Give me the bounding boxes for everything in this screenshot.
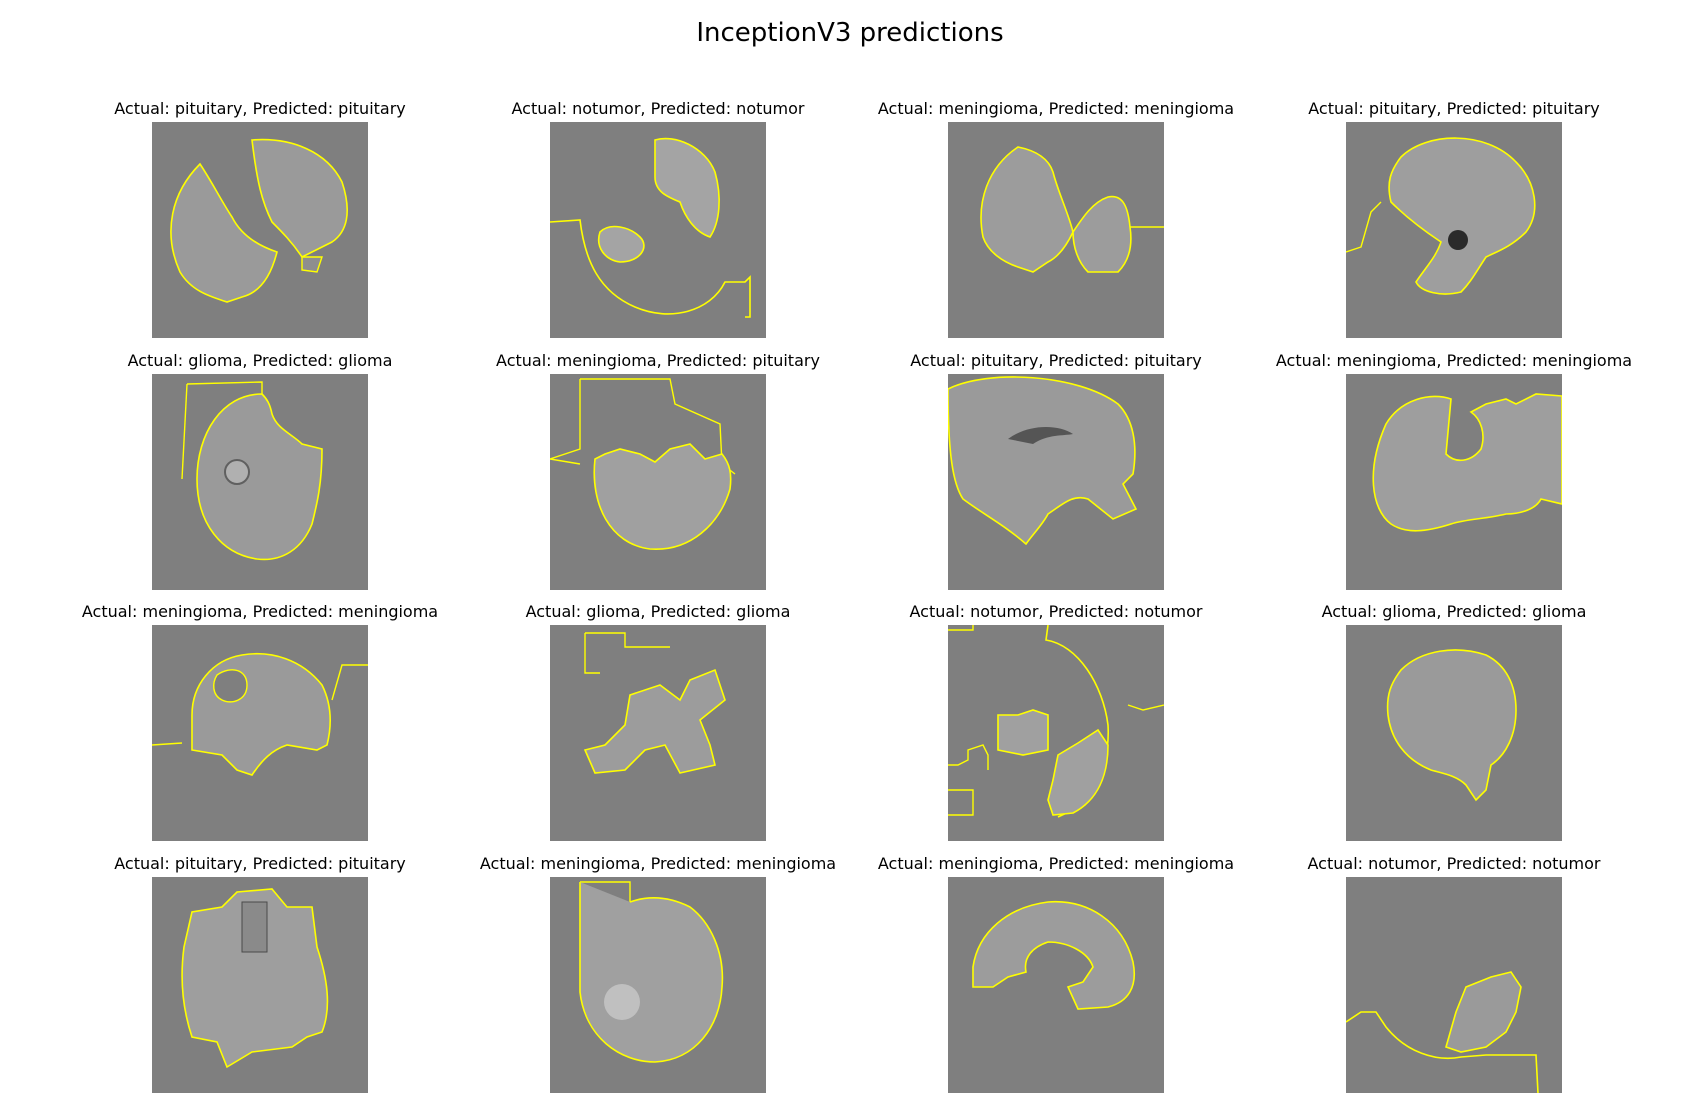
brain-region bbox=[972, 900, 1135, 1010]
panel-16: Actual: notumor, Predicted: notumor bbox=[1254, 855, 1654, 1095]
panel-caption: Actual: meningioma, Predicted: meningiom… bbox=[479, 854, 837, 873]
mri-image bbox=[152, 877, 368, 1093]
orbit-structure bbox=[241, 901, 268, 953]
tumor bbox=[604, 984, 640, 1020]
panel-caption: Actual: meningioma, Predicted: meningiom… bbox=[81, 602, 439, 621]
outline-box bbox=[186, 381, 263, 394]
panel-caption: Actual: meningioma, Predicted: meningiom… bbox=[877, 854, 1235, 873]
outline-arc bbox=[550, 219, 751, 318]
outline-box bbox=[152, 664, 368, 746]
brain-region bbox=[181, 888, 329, 1069]
mri-image bbox=[152, 122, 368, 338]
outline-edge bbox=[1346, 1011, 1539, 1093]
mri-image bbox=[1346, 374, 1562, 590]
panel-caption: Actual: meningioma, Predicted: meningiom… bbox=[877, 99, 1235, 118]
brain-region bbox=[997, 709, 1049, 756]
panel-caption: Actual: notumor, Predicted: notumor bbox=[1307, 854, 1601, 873]
panel-13: Actual: pituitary, Predicted: pituitary bbox=[60, 855, 460, 1095]
panel-10: Actual: glioma, Predicted: glioma bbox=[458, 603, 858, 843]
panel-caption: Actual: pituitary, Predicted: pituitary bbox=[114, 854, 406, 873]
brain-region bbox=[948, 376, 1138, 546]
mri-image bbox=[152, 374, 368, 590]
panel-caption: Actual: glioma, Predicted: glioma bbox=[525, 602, 791, 621]
panel-caption: Actual: meningioma, Predicted: pituitary bbox=[496, 351, 820, 370]
panel-caption: Actual: meningioma, Predicted: meningiom… bbox=[1275, 351, 1633, 370]
outline-box bbox=[181, 383, 188, 480]
mri-image bbox=[948, 374, 1164, 590]
mri-image bbox=[550, 877, 766, 1093]
ventricle bbox=[1448, 230, 1468, 250]
panel-3: Actual: meningioma, Predicted: meningiom… bbox=[856, 100, 1256, 340]
mri-image bbox=[152, 625, 368, 841]
panel-15: Actual: meningioma, Predicted: meningiom… bbox=[856, 855, 1256, 1095]
outline-box bbox=[948, 625, 989, 816]
brain-region bbox=[598, 225, 645, 263]
panel-caption: Actual: glioma, Predicted: glioma bbox=[1321, 602, 1587, 621]
figure-title: InceptionV3 predictions bbox=[696, 18, 1004, 48]
mri-image bbox=[1346, 122, 1562, 338]
brain-region bbox=[593, 443, 732, 550]
mri-image bbox=[1346, 625, 1562, 841]
brain-region bbox=[251, 138, 348, 259]
brain-region bbox=[1386, 649, 1517, 802]
lesion bbox=[224, 459, 250, 485]
brain-region bbox=[583, 668, 726, 774]
brain-region bbox=[1072, 195, 1132, 273]
panel-caption: Actual: glioma, Predicted: glioma bbox=[127, 351, 393, 370]
outline-edge bbox=[1127, 704, 1164, 711]
panel-5: Actual: glioma, Predicted: glioma bbox=[60, 352, 460, 592]
brain-region bbox=[579, 882, 724, 1063]
brain-region bbox=[301, 256, 323, 273]
panel-2: Actual: notumor, Predicted: notumor bbox=[458, 100, 858, 340]
brain-region bbox=[1445, 971, 1522, 1053]
brain-region bbox=[196, 393, 323, 561]
outline-edge bbox=[1346, 201, 1382, 253]
mri-image bbox=[1346, 877, 1562, 1093]
mri-image bbox=[550, 122, 766, 338]
brain-region bbox=[1047, 728, 1109, 816]
panel-4: Actual: pituitary, Predicted: pituitary bbox=[1254, 100, 1654, 340]
panel-8: Actual: meningioma, Predicted: meningiom… bbox=[1254, 352, 1654, 592]
panel-caption: Actual: notumor, Predicted: notumor bbox=[909, 602, 1203, 621]
brain-region bbox=[654, 137, 720, 238]
mri-image bbox=[948, 877, 1164, 1093]
panel-9: Actual: meningioma, Predicted: meningiom… bbox=[60, 603, 460, 843]
panel-caption: Actual: pituitary, Predicted: pituitary bbox=[114, 99, 406, 118]
panel-6: Actual: meningioma, Predicted: pituitary bbox=[458, 352, 858, 592]
outline-box bbox=[580, 881, 631, 902]
corpus-callosum bbox=[1008, 427, 1073, 444]
mri-image bbox=[948, 625, 1164, 841]
panel-caption: Actual: notumor, Predicted: notumor bbox=[511, 99, 805, 118]
outline-box bbox=[584, 632, 670, 674]
panel-12: Actual: glioma, Predicted: glioma bbox=[1254, 603, 1654, 843]
brain-region bbox=[980, 146, 1074, 273]
mri-image bbox=[550, 625, 766, 841]
brain-region bbox=[191, 653, 332, 776]
mri-image bbox=[550, 374, 766, 590]
panel-11: Actual: notumor, Predicted: notumor bbox=[856, 603, 1256, 843]
panel-caption: Actual: pituitary, Predicted: pituitary bbox=[910, 351, 1202, 370]
brain-region bbox=[1388, 137, 1536, 295]
panel-caption: Actual: pituitary, Predicted: pituitary bbox=[1308, 99, 1600, 118]
panel-1: Actual: pituitary, Predicted: pituitary bbox=[60, 100, 460, 340]
cutout bbox=[213, 669, 248, 703]
brain-region bbox=[170, 162, 278, 303]
panel-14: Actual: meningioma, Predicted: meningiom… bbox=[458, 855, 858, 1095]
brain-region bbox=[1372, 393, 1562, 532]
panel-7: Actual: pituitary, Predicted: pituitary bbox=[856, 352, 1256, 592]
mri-image bbox=[948, 122, 1164, 338]
